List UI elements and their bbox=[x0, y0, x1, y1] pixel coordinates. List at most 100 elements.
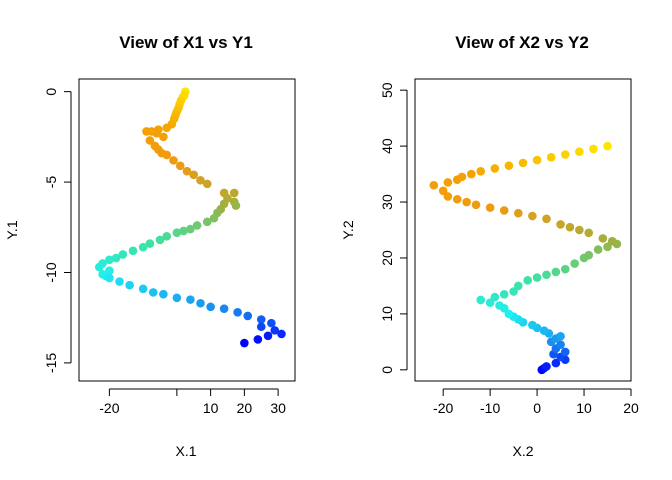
x-tick-label: 30 bbox=[270, 400, 286, 416]
data-point bbox=[539, 326, 549, 335]
data-point bbox=[196, 298, 205, 308]
data-point bbox=[172, 228, 182, 238]
data-point bbox=[551, 358, 561, 368]
data-point bbox=[162, 232, 172, 241]
panel-1-x-label: X.1 bbox=[175, 443, 196, 459]
data-point bbox=[186, 224, 195, 234]
x-tick-label: -20 bbox=[433, 400, 453, 416]
data-point bbox=[162, 123, 172, 133]
data-point bbox=[172, 293, 182, 303]
data-point bbox=[556, 220, 565, 229]
data-point bbox=[231, 201, 241, 210]
data-point bbox=[219, 304, 229, 313]
data-point bbox=[528, 320, 537, 330]
data-point bbox=[523, 276, 532, 285]
data-point bbox=[490, 292, 500, 302]
y-tick-label: 30 bbox=[379, 194, 395, 210]
data-point bbox=[542, 362, 551, 371]
data-point bbox=[229, 188, 239, 198]
data-point bbox=[499, 290, 509, 299]
panel-1-title: View of X1 vs Y1 bbox=[119, 33, 253, 52]
data-point bbox=[270, 326, 280, 335]
data-point bbox=[202, 179, 212, 189]
data-point bbox=[462, 197, 471, 207]
data-point bbox=[182, 166, 192, 176]
panel-2-title: View of X2 vs Y2 bbox=[455, 33, 589, 52]
panel-2-y-label: Y.2 bbox=[340, 220, 356, 239]
data-point bbox=[148, 288, 158, 297]
x-tick-label: 20 bbox=[623, 400, 639, 416]
data-point bbox=[490, 164, 500, 173]
data-point bbox=[467, 169, 476, 179]
data-point bbox=[206, 302, 215, 312]
data-point bbox=[457, 172, 467, 182]
data-point bbox=[589, 144, 598, 154]
data-point bbox=[476, 166, 486, 176]
data-point bbox=[598, 234, 608, 243]
y-tick-label: -15 bbox=[43, 353, 59, 373]
x-tick-label: 10 bbox=[576, 400, 592, 416]
data-point bbox=[155, 235, 165, 245]
data-point bbox=[186, 295, 195, 304]
data-point bbox=[584, 250, 594, 260]
data-point bbox=[504, 161, 514, 170]
data-point bbox=[105, 273, 114, 283]
data-point bbox=[565, 222, 575, 232]
data-point bbox=[514, 208, 523, 218]
data-point bbox=[118, 250, 128, 259]
data-point bbox=[532, 155, 542, 165]
data-point bbox=[240, 338, 249, 348]
data-point bbox=[584, 228, 594, 238]
panel-2-x-axis: -20 -10 0 10 20 bbox=[433, 388, 639, 416]
data-point bbox=[253, 335, 263, 344]
data-point bbox=[452, 194, 462, 204]
data-point bbox=[189, 170, 199, 180]
data-point bbox=[277, 329, 286, 339]
panel-x2-vs-y2: View of X2 vs Y2 -20 -10 0 10 20 0 10 20 30 40 50… bbox=[340, 33, 639, 459]
data-point bbox=[560, 347, 570, 357]
panel-1-frame bbox=[78, 78, 296, 382]
data-point bbox=[175, 161, 185, 171]
data-point bbox=[542, 270, 551, 280]
data-point bbox=[115, 277, 124, 286]
data-point bbox=[560, 264, 570, 274]
data-point bbox=[528, 211, 537, 221]
data-point bbox=[556, 340, 565, 349]
panel-2-points bbox=[429, 141, 622, 375]
data-point bbox=[159, 289, 168, 299]
data-point bbox=[159, 132, 168, 142]
data-point bbox=[471, 200, 481, 210]
data-point bbox=[145, 239, 155, 248]
x-tick-label: 0 bbox=[533, 400, 541, 416]
y-tick-label: 50 bbox=[379, 82, 395, 98]
data-point bbox=[429, 180, 439, 190]
panel-1-y-label: Y.1 bbox=[4, 220, 20, 239]
data-point bbox=[145, 136, 155, 145]
data-point bbox=[128, 246, 138, 256]
data-point bbox=[243, 311, 253, 321]
x-tick-label: 10 bbox=[203, 400, 219, 416]
data-point bbox=[514, 281, 523, 291]
data-point bbox=[518, 158, 528, 168]
x-tick-label: 20 bbox=[237, 400, 253, 416]
data-point bbox=[267, 318, 276, 328]
data-point bbox=[94, 262, 104, 272]
y-tick-label: 10 bbox=[379, 306, 395, 322]
data-point bbox=[443, 178, 453, 187]
data-point bbox=[560, 150, 570, 159]
data-point bbox=[575, 147, 584, 157]
panel-1-y-axis: -15 -10 -5 0 bbox=[43, 88, 72, 373]
y-tick-label: 40 bbox=[379, 138, 395, 154]
panel-x1-vs-y1: View of X1 vs Y1 -20 10 20 30 -15 -10 -5 0 X.1… bbox=[4, 33, 296, 459]
panel-1-x-axis: -20 10 20 30 bbox=[99, 388, 286, 416]
data-point bbox=[485, 203, 495, 212]
data-point bbox=[607, 236, 617, 246]
data-point bbox=[593, 245, 603, 254]
y-tick-label: 0 bbox=[43, 88, 59, 96]
data-point bbox=[169, 156, 178, 165]
data-point bbox=[105, 255, 114, 265]
data-point bbox=[138, 242, 148, 252]
y-tick-label: 20 bbox=[379, 250, 395, 266]
data-point bbox=[495, 301, 504, 310]
